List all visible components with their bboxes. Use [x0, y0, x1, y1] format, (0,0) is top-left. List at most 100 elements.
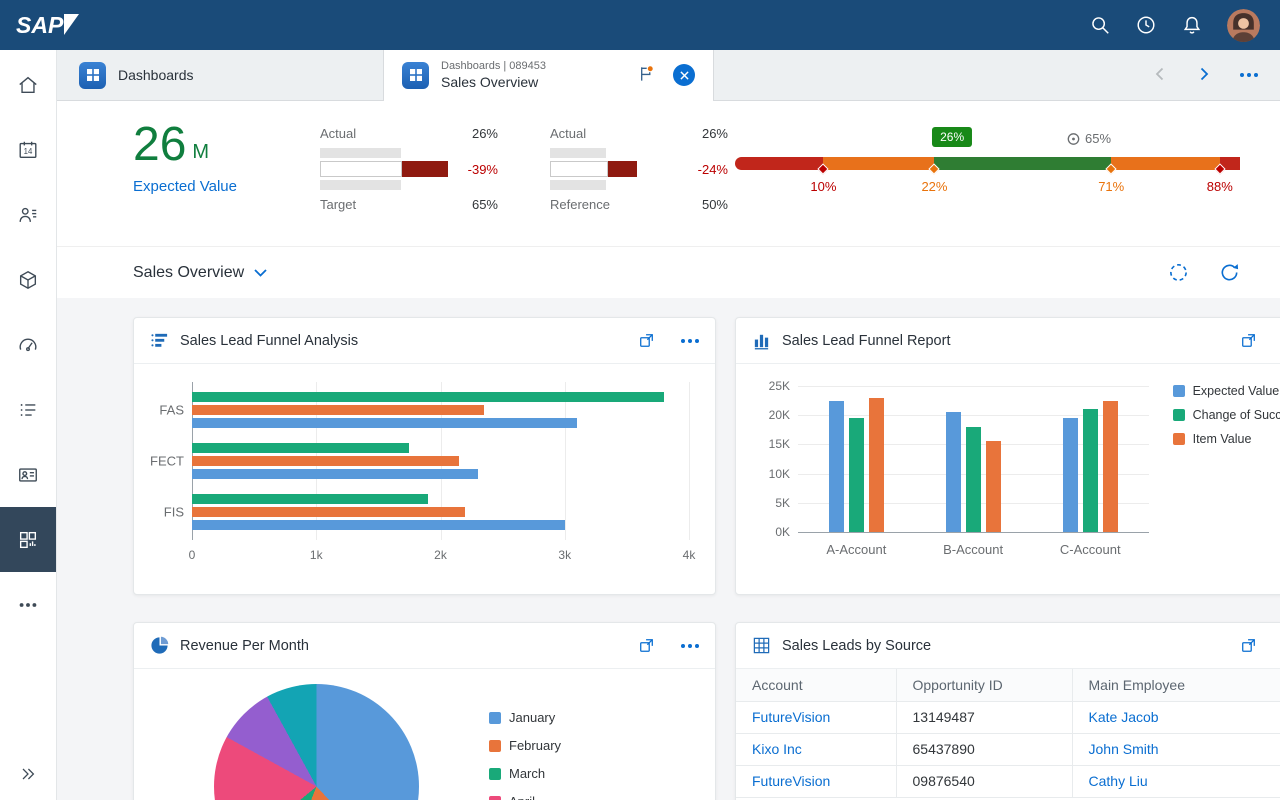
recents-clock-icon[interactable] [1135, 14, 1157, 36]
kpi-expected-value[interactable]: 26 M Expected Value [133, 120, 298, 196]
legend-item[interactable]: February [489, 738, 561, 753]
table-grid-icon [753, 637, 770, 654]
sidebar-item-products[interactable] [0, 247, 56, 312]
bar[interactable] [869, 397, 884, 532]
table-link[interactable]: Kixo Inc [752, 741, 802, 757]
next-tab-icon[interactable] [1196, 66, 1212, 85]
legend-swatch [489, 739, 501, 752]
table-cell: 65437890 [896, 733, 1073, 766]
sidebar-item-calendar[interactable]: 14 [0, 117, 56, 182]
close-tab-button[interactable] [673, 64, 695, 86]
open-in-new-icon[interactable] [1240, 637, 1257, 654]
bar[interactable] [192, 456, 460, 466]
table-link[interactable]: Kate Jacob [1088, 709, 1159, 725]
bar[interactable] [192, 494, 429, 504]
page-variant-selector[interactable]: Sales Overview [133, 264, 267, 282]
kpi-label[interactable]: Expected Value [133, 178, 237, 196]
refresh-icon[interactable] [1219, 262, 1240, 283]
notifications-bell-icon[interactable] [1181, 14, 1203, 36]
worklist-icon [20, 403, 36, 416]
legend-item[interactable]: Expected Value [1172, 384, 1280, 398]
sidebar-item-contacts[interactable] [0, 442, 56, 507]
page-title: Sales Overview [133, 263, 245, 281]
bar-group: FAS [159, 392, 689, 428]
table-link[interactable]: FutureVision [752, 709, 831, 725]
legend-item[interactable]: Change of Success [1172, 408, 1280, 422]
bar[interactable] [192, 392, 665, 402]
bar[interactable] [192, 469, 478, 479]
bar[interactable] [1063, 418, 1078, 532]
legend-item[interactable]: Item Value [1172, 432, 1280, 446]
table-row[interactable]: Kixo Inc 65437890 John Smith [736, 733, 1280, 766]
sidebar-item-home[interactable] [0, 52, 56, 117]
bar-group: FECT [150, 443, 689, 479]
column-header[interactable]: Account [736, 669, 897, 702]
table-row[interactable]: FutureVision 09876540 Cathy Liu [736, 765, 1280, 798]
tab-overflow-icon[interactable] [1240, 73, 1258, 77]
sidebar-expand-button[interactable] [0, 748, 56, 800]
bar[interactable] [829, 400, 844, 532]
leads-table-body: FutureVision 13149487 Kate Jacob Kixo Inc 65… [736, 701, 1280, 798]
tab-sales-overview[interactable]: Dashboards | 089453 Sales Overview [384, 50, 714, 101]
revenue-pie[interactable] [214, 684, 419, 800]
table-link-cell: Kixo Inc [736, 733, 897, 766]
table-row[interactable]: FutureVision 13149487 Kate Jacob [736, 701, 1280, 734]
delta-threshold-bar [320, 180, 401, 190]
delta-bottom-label: Reference [550, 197, 610, 212]
bar[interactable] [1083, 409, 1098, 532]
delta-micro-chart-target: Actual 26% -39% Target 65% [320, 123, 498, 212]
delta-actual-bar [550, 161, 608, 177]
tab-label: Dashboards [118, 67, 194, 83]
bar-group [829, 386, 884, 532]
bar[interactable] [192, 418, 578, 428]
table-link[interactable]: FutureVision [752, 773, 831, 789]
bar[interactable] [192, 507, 466, 517]
bar[interactable] [192, 520, 565, 530]
sidebar-item-worklist[interactable] [0, 377, 56, 442]
user-avatar[interactable] [1227, 8, 1260, 42]
table-link[interactable]: John Smith [1088, 741, 1159, 757]
bar[interactable] [849, 418, 864, 532]
sidebar-item-dashboards[interactable] [0, 507, 56, 572]
funnel-report-plot: 25K 20K 15K 10K 5K 0K [769, 379, 1149, 539]
axis-tick: B-Account [943, 542, 1004, 557]
sap-logo[interactable]: SAP [16, 13, 80, 37]
previous-tab-icon[interactable] [1152, 66, 1168, 85]
sidebar-item-performance[interactable] [0, 312, 56, 377]
open-in-new-icon[interactable] [1240, 332, 1257, 349]
table-link[interactable]: Cathy Liu [1088, 773, 1148, 789]
dashboards-grid-icon [19, 531, 37, 548]
bar[interactable] [1103, 400, 1118, 532]
legend-swatch [1172, 385, 1185, 397]
column-header[interactable]: Opportunity ID [896, 669, 1073, 702]
search-icon[interactable] [1089, 14, 1111, 36]
legend-item[interactable]: January [489, 710, 561, 725]
threshold-label: 10% [810, 179, 837, 194]
column-header[interactable]: Main Employee [1072, 669, 1280, 702]
tab-dashboards[interactable]: Dashboards [57, 50, 384, 100]
delta-threshold-bar [320, 148, 401, 158]
delta-top-label: Actual [550, 126, 587, 141]
axis-tick: 3k [558, 548, 572, 562]
table-link-cell: John Smith [1072, 733, 1280, 766]
tab-breadcrumb: Dashboards | 089453 [441, 59, 546, 72]
legend-item[interactable]: April [489, 794, 561, 800]
more-actions-icon[interactable] [681, 643, 699, 648]
bar[interactable] [966, 426, 981, 532]
bar[interactable] [192, 443, 410, 453]
bar[interactable] [192, 405, 484, 415]
sidebar-item-more[interactable] [0, 572, 56, 637]
open-in-new-icon[interactable] [638, 637, 655, 654]
bar[interactable] [946, 412, 961, 532]
legend-item[interactable]: March [489, 766, 561, 781]
more-icon [19, 602, 37, 607]
pending-refresh-icon[interactable] [1168, 262, 1189, 283]
axis-tick: C-Account [1059, 542, 1121, 557]
bar[interactable] [986, 441, 1001, 532]
tab-strip-controls [1130, 50, 1280, 100]
sidebar-item-sales-reps[interactable] [0, 182, 56, 247]
more-actions-icon[interactable] [681, 338, 699, 343]
tab-alert-flag-icon[interactable] [636, 64, 655, 86]
target-badge: 26% [932, 127, 973, 147]
open-in-new-icon[interactable] [638, 332, 655, 349]
